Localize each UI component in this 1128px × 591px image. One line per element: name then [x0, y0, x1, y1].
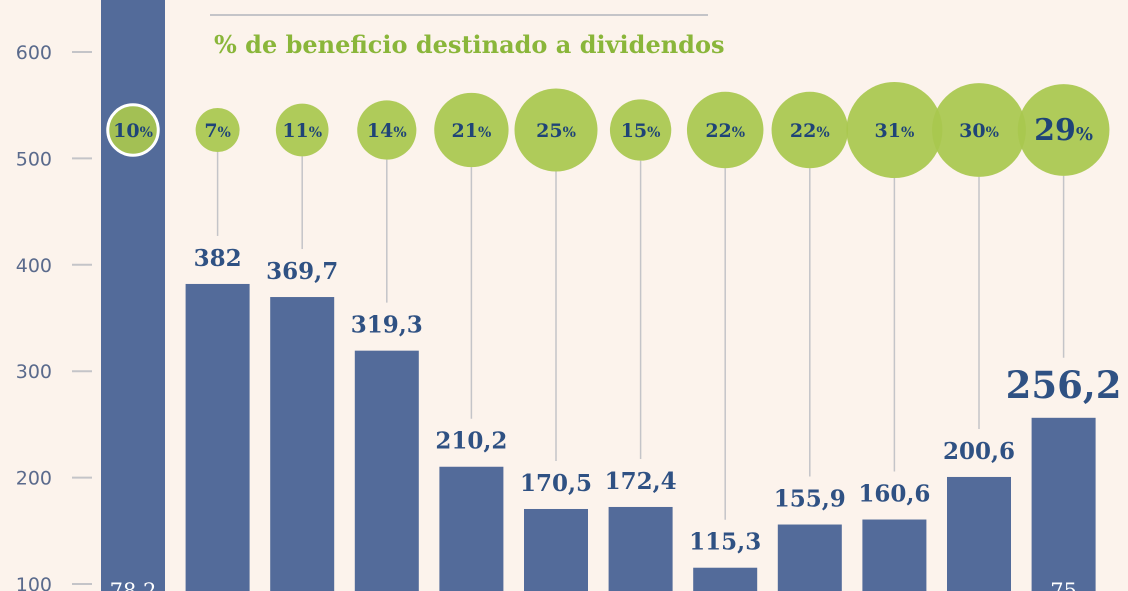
- bar: [101, 0, 165, 591]
- dividend-pct-label: 25%: [536, 120, 576, 142]
- y-tick-label: 400: [16, 255, 52, 277]
- dividend-bubble: [1017, 84, 1110, 176]
- dividend-bubble: [771, 91, 849, 169]
- bar-value-label: 319,3: [351, 312, 423, 339]
- dividend-bubble: [609, 99, 672, 161]
- bar-value-label: 369,7: [266, 258, 338, 285]
- dividend-bubble: [514, 88, 598, 172]
- bar-value-label: 210,2: [435, 428, 507, 455]
- dividend-bubble: [932, 83, 1026, 177]
- y-tick-label: 300: [16, 361, 52, 383]
- y-tick-label: 600: [16, 42, 52, 64]
- dividend-pct-label: 14%: [367, 120, 407, 142]
- bar: [947, 476, 1011, 591]
- bar: [862, 519, 927, 591]
- dividend-bubble: [275, 103, 329, 157]
- bar: [524, 508, 588, 591]
- bar-value-label: 200,6: [943, 438, 1015, 465]
- y-tick-label: 500: [16, 148, 52, 170]
- bar-value-label: 172,4: [605, 468, 677, 495]
- bar: [354, 350, 419, 591]
- dividend-bubble: [106, 103, 160, 157]
- dividend-bubble: [434, 92, 509, 168]
- bar-value-label: 155,9: [774, 486, 846, 513]
- dividend-bubble: [846, 82, 943, 178]
- y-tick-label: 100: [16, 574, 52, 591]
- dividend-pct-label: 30%: [959, 120, 999, 142]
- bar: [693, 567, 758, 591]
- bar-bottom-label: 78,2: [110, 579, 157, 591]
- y-axis: 100 200 300 400 500 600: [16, 42, 92, 591]
- bar-value-label: 160,6: [858, 481, 930, 508]
- bar: [185, 283, 250, 591]
- bar: [1031, 417, 1096, 591]
- dividend-pct-label: 31%: [875, 120, 915, 142]
- dividend-pct-label: 15%: [621, 120, 661, 142]
- bar: [439, 466, 504, 591]
- bar: [270, 297, 335, 591]
- dividend-pct-label: 22%: [790, 120, 830, 142]
- bar-value-label: 170,5: [520, 470, 592, 497]
- bar-value-label: 382: [194, 245, 242, 272]
- dividend-bubble: [686, 91, 764, 169]
- bar: [777, 524, 842, 591]
- dividend-bubble: [357, 100, 417, 160]
- bar: [608, 506, 673, 591]
- y-tick-label: 200: [16, 468, 52, 490]
- bar-value-label: 115,3: [689, 529, 761, 556]
- dividend-pct-label: 22%: [705, 120, 745, 142]
- bar-value-label: 256,2: [1006, 363, 1122, 407]
- connector-lines: [216, 152, 1065, 520]
- dividend-pct-label: 10%: [113, 120, 153, 142]
- legend-title: % de beneficio destinado a dividendos: [214, 30, 724, 59]
- dividend-pct-label: 11%: [282, 120, 322, 142]
- dividend-pct-label: 21%: [452, 120, 492, 142]
- dividend-bubbles: 10% 7% 11% 14% 21% 25% 15% 22% 22% 31% 30% 29%: [106, 82, 1110, 178]
- bars: [101, 0, 1096, 591]
- value-labels: 78,2 382 369,7 319,3 210,2 170,5 172,4 115,3 155…: [110, 245, 1122, 591]
- bar-bottom-label: 75: [1050, 579, 1077, 591]
- dividend-bubble: [195, 108, 240, 152]
- dividend-pct-label: 7%: [204, 120, 231, 142]
